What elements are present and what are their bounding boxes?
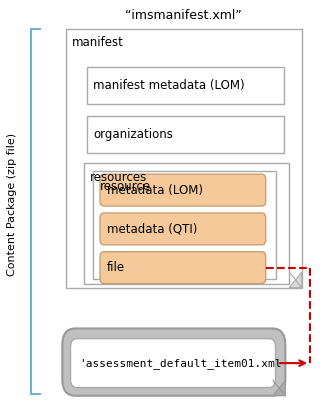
Text: metadata (QTI): metadata (QTI) (107, 222, 197, 235)
Text: resources: resources (90, 171, 148, 184)
Bar (93, 171, 276, 279)
Text: 'assessment_default_item01.xml: 'assessment_default_item01.xml (79, 358, 281, 368)
Bar (87, 67, 284, 104)
FancyBboxPatch shape (100, 213, 266, 245)
FancyBboxPatch shape (100, 252, 266, 284)
Bar (84, 163, 289, 284)
FancyBboxPatch shape (62, 328, 285, 396)
Text: resource: resource (100, 180, 151, 193)
Bar (66, 29, 302, 288)
Polygon shape (273, 380, 285, 396)
Bar (87, 116, 284, 153)
Text: Content Package (zip file): Content Package (zip file) (8, 133, 17, 275)
Text: manifest metadata (LOM): manifest metadata (LOM) (93, 79, 245, 92)
Text: manifest: manifest (72, 36, 124, 49)
Text: file: file (107, 261, 125, 274)
Text: “imsmanifest.xml”: “imsmanifest.xml” (125, 9, 242, 22)
Polygon shape (289, 272, 302, 288)
FancyBboxPatch shape (71, 339, 276, 388)
Text: organizations: organizations (93, 128, 174, 141)
Text: metadata (LOM): metadata (LOM) (107, 184, 203, 197)
FancyBboxPatch shape (100, 174, 266, 206)
